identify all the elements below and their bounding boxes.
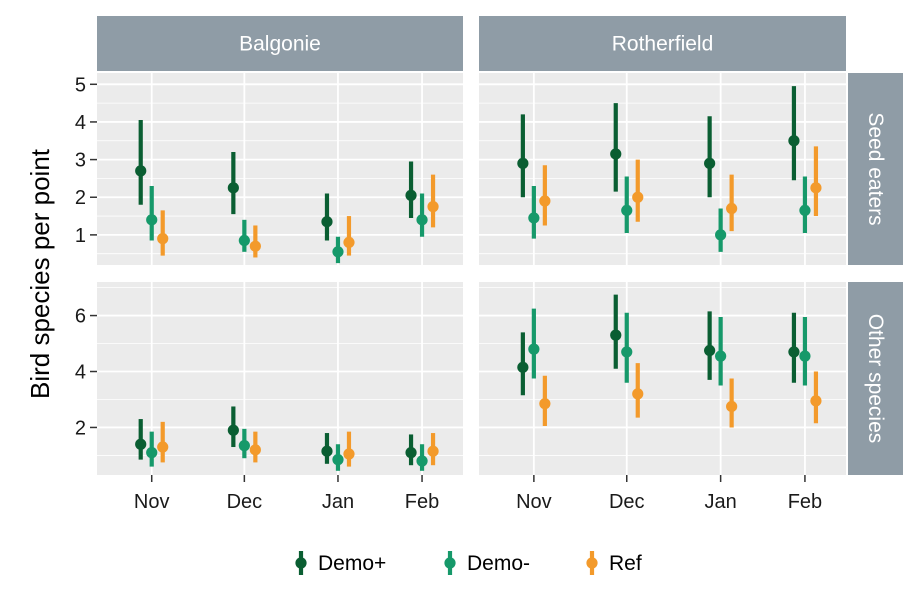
pointrange-demo-plus-jan-point <box>321 216 333 228</box>
pointrange-ref-dec-point <box>249 444 261 456</box>
pointrange-ref-dec-point <box>632 388 644 400</box>
pointrange-demo-plus-feb-point <box>405 189 417 201</box>
panel-rotherfield-other-species-background <box>479 282 846 475</box>
pointrange-ref-dec-point <box>249 240 261 252</box>
x-tick-label-balgonie-jan: Jan <box>322 491 354 513</box>
pointrange-ref-jan-point <box>726 400 738 413</box>
strip-label-seed-eaters: Seed eaters <box>864 112 887 225</box>
strip-label-balgonie: Balgonie <box>239 33 321 56</box>
pointrange-demo-nov-point <box>146 214 158 226</box>
panel-balgonie-other-species-background <box>97 282 463 475</box>
pointrange-demo-plus-nov-point <box>135 438 147 450</box>
strip-other-species <box>848 282 903 475</box>
pointrange-demo-dec-point <box>621 204 633 217</box>
pointrange-demo-plus-nov-point <box>135 165 147 177</box>
x-tick-label-rotherfield-nov: Nov <box>516 491 552 513</box>
panel-rotherfield-seed-eaters <box>479 73 846 265</box>
y-tick-label-other-species-4: 4 <box>75 362 86 384</box>
pointrange-demo-plus-dec-point <box>610 329 622 341</box>
panel-rotherfield-seed-eaters-background <box>479 73 846 265</box>
pointrange-ref-nov-point <box>157 441 169 453</box>
pointrange-demo-nov-point <box>528 343 540 355</box>
pointrange-ref-feb-point <box>427 445 439 457</box>
legend-label-demo-plus: Demo+ <box>318 552 386 575</box>
pointrange-demo-jan-point <box>332 246 344 258</box>
pointrange-ref-nov-point <box>539 195 551 207</box>
pointrange-demo-feb-point <box>416 214 428 226</box>
pointrange-demo-dec-point <box>238 234 250 247</box>
pointrange-demo-plus-feb-point <box>788 135 800 147</box>
pointrange-demo-plus-jan-point <box>321 445 333 457</box>
pointrange-demo-jan-point <box>715 229 727 241</box>
legend-key-point-ref <box>586 557 598 569</box>
legend-key-point-demo-plus <box>295 557 307 569</box>
pointrange-ref-jan-point <box>726 202 738 215</box>
x-tick-label-balgonie-nov: Nov <box>134 491 170 513</box>
pointrange-ref-jan-point <box>343 448 355 460</box>
strip-rotherfield <box>479 16 846 71</box>
strip-balgonie <box>97 16 463 71</box>
y-tick-label-other-species-6: 6 <box>75 306 86 328</box>
pointrange-demo-plus-nov-point <box>517 157 529 169</box>
pointrange-demo-feb-point <box>799 350 811 362</box>
pointrange-ref-dec-point <box>632 191 644 203</box>
x-tick-label-rotherfield-dec: Dec <box>609 491 645 513</box>
y-tick-label-seed-eaters-2: 2 <box>75 187 86 209</box>
y-tick-label-other-species-2: 2 <box>75 417 86 439</box>
pointrange-ref-feb-point <box>810 182 822 194</box>
y-tick-label-seed-eaters-3: 3 <box>75 150 86 172</box>
pointrange-ref-jan-point <box>343 236 355 249</box>
pointrange-demo-plus-feb-point <box>788 346 800 358</box>
pointrange-demo-dec-point <box>621 346 633 358</box>
y-axis-title: Bird species per point <box>25 148 55 399</box>
pointrange-demo-feb-point <box>799 204 811 217</box>
pointrange-demo-plus-jan-point <box>704 157 716 169</box>
legend-label-ref: Ref <box>609 552 642 575</box>
legend <box>295 551 598 575</box>
pointrange-demo-plus-dec-point <box>227 424 239 436</box>
y-tick-label-seed-eaters-1: 1 <box>75 225 86 247</box>
pointrange-demo-nov-point <box>528 212 540 224</box>
pointrange-demo-nov-point <box>146 447 158 459</box>
pointrange-demo-plus-dec-point <box>227 182 239 194</box>
legend-key-point-demo <box>444 557 456 569</box>
pointrange-demo-plus-dec-point <box>610 148 622 160</box>
pointrange-ref-feb-point <box>427 201 439 213</box>
panel-balgonie-other-species <box>97 282 463 475</box>
panel-rotherfield-other-species <box>479 282 846 475</box>
legend-label-demo: Demo- <box>467 552 530 575</box>
strip-label-rotherfield: Rotherfield <box>612 33 714 56</box>
pointrange-ref-nov-point <box>157 233 169 245</box>
pointrange-demo-jan-point <box>332 454 344 466</box>
x-tick-label-balgonie-feb: Feb <box>405 491 439 513</box>
pointrange-ref-feb-point <box>810 395 822 407</box>
panel-balgonie-seed-eaters-background <box>97 73 463 265</box>
strip-seed-eaters <box>848 73 903 265</box>
x-tick-label-balgonie-dec: Dec <box>227 491 263 513</box>
x-tick-label-rotherfield-jan: Jan <box>705 491 737 513</box>
pointrange-demo-plus-feb-point <box>405 447 417 459</box>
panel-balgonie-seed-eaters <box>97 73 463 265</box>
y-tick-label-seed-eaters-5: 5 <box>75 74 86 96</box>
pointrange-demo-plus-nov-point <box>517 361 529 373</box>
strip-label-other-species: Other species <box>864 314 887 444</box>
pointrange-demo-jan-point <box>715 350 727 362</box>
pointrange-ref-nov-point <box>539 398 551 410</box>
pointrange-demo-feb-point <box>416 455 428 467</box>
x-tick-label-rotherfield-feb: Feb <box>788 491 822 513</box>
y-tick-label-seed-eaters-4: 4 <box>75 112 86 134</box>
pointrange-demo-dec-point <box>238 440 250 452</box>
pointrange-demo-plus-jan-point <box>704 344 716 357</box>
